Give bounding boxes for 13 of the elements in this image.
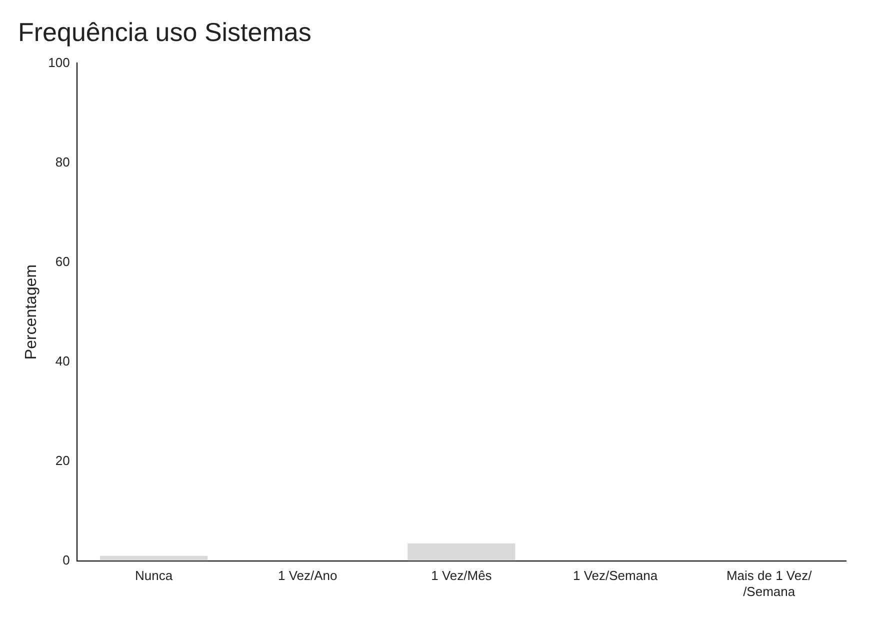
y-tick-label: 100 bbox=[48, 54, 70, 70]
y-tick-label: 80 bbox=[55, 154, 70, 170]
chart-title: Frequência uso Sistemas bbox=[18, 16, 312, 47]
y-tick-label: 60 bbox=[55, 254, 70, 269]
x-tick-label: Mais de 1 Vez/ /Semana bbox=[726, 568, 812, 599]
x-tick-label: 1 Vez/Mês bbox=[431, 568, 492, 584]
y-tick-label: 40 bbox=[55, 353, 70, 368]
y-tick-label: 20 bbox=[55, 452, 70, 468]
x-tick-label: Nunca bbox=[135, 568, 174, 584]
y-axis-title: Percentagem bbox=[23, 264, 40, 360]
x-tick-label: 1 Vez/Ano bbox=[278, 568, 338, 584]
y-tick-label: 0 bbox=[62, 552, 70, 568]
x-tick-label: 1 Vez/Semana bbox=[572, 568, 658, 584]
